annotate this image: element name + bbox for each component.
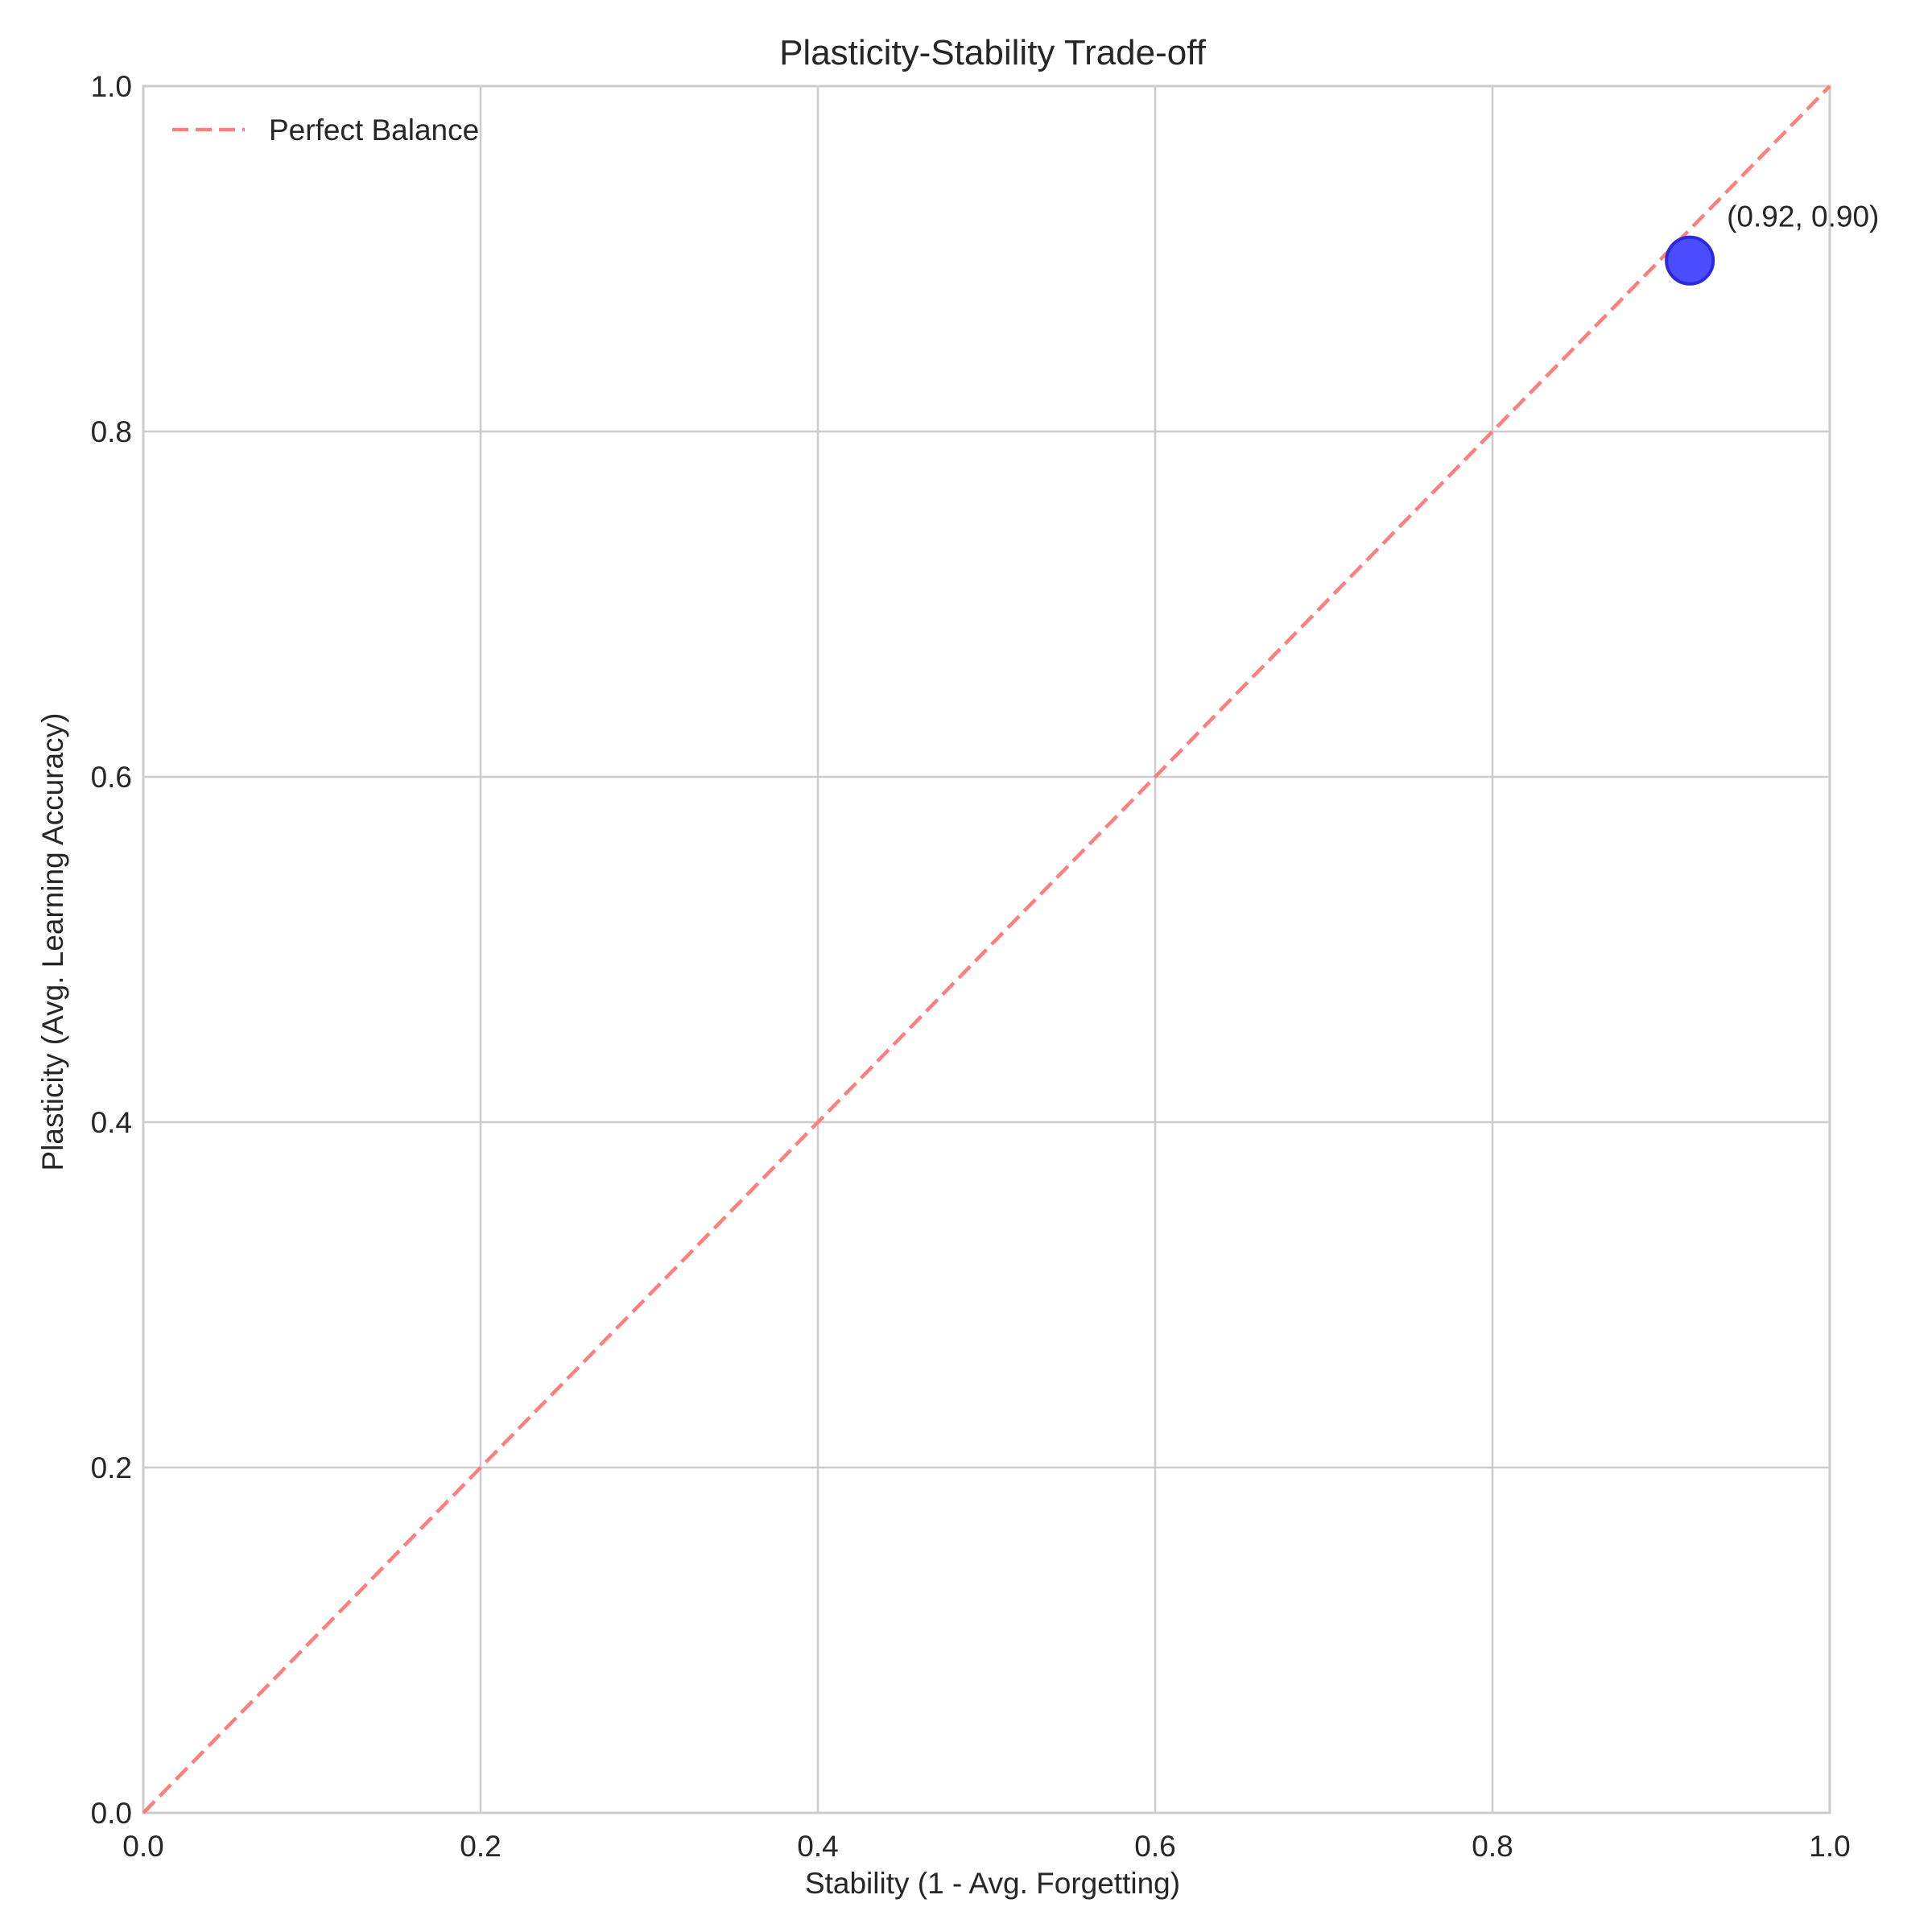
x-tick-label: 1.0 (1809, 1830, 1850, 1863)
plot-frame (142, 85, 1831, 1814)
point-annotation: (0.92, 0.90) (1727, 200, 1879, 233)
legend-label-perfect-balance: Perfect Balance (269, 114, 479, 147)
y-tick-label: 0.6 (91, 761, 132, 794)
x-tick-label: 0.2 (460, 1830, 501, 1863)
y-tick-label: 0.0 (91, 1797, 132, 1830)
chart-title: Plasticity-Stability Trade-off (779, 33, 1207, 72)
x-tick-label: 0.4 (797, 1830, 838, 1863)
y-tick-label: 0.8 (91, 415, 132, 448)
y-axis-label: Plasticity (Avg. Learning Accuracy) (36, 713, 69, 1171)
y-tick-label: 1.0 (91, 70, 132, 103)
reference-line-group (142, 85, 1831, 1814)
data-point (1665, 235, 1715, 286)
x-axis-label: Stability (1 - Avg. Forgetting) (805, 1867, 1180, 1900)
data-points: (0.92, 0.90) (1665, 200, 1879, 286)
x-tick-label: 0.0 (122, 1830, 163, 1863)
reference-line-perfect-balance (142, 85, 1831, 1814)
tick-labels: 0.0 0.2 0.4 0.6 0.8 1.0 0.0 0.2 0.4 0.6 0.8 1.0 (91, 70, 1851, 1863)
y-tick-label: 0.4 (91, 1106, 132, 1139)
y-tick-label: 0.2 (91, 1451, 132, 1484)
legend: Perfect Balance (172, 114, 479, 147)
x-tick-label: 0.8 (1472, 1830, 1513, 1863)
x-tick-label: 0.6 (1134, 1830, 1175, 1863)
